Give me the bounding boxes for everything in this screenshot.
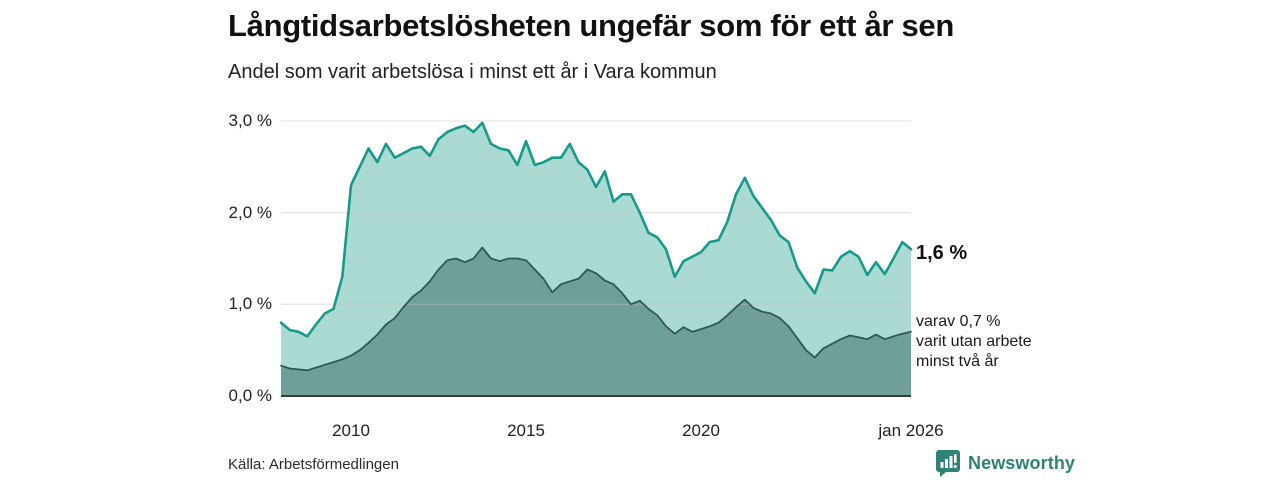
x-tick-3: jan 2026	[878, 421, 944, 440]
y-tick-3: 3,0 %	[228, 110, 272, 130]
x-tick-1: 2015	[507, 421, 545, 440]
latest-value-label: 1,6 %	[916, 242, 968, 264]
x-tick-0: 2010	[332, 421, 370, 440]
newsworthy-logo[interactable]: Newsworthy	[935, 449, 1075, 477]
newsworthy-icon	[936, 450, 960, 477]
area-chart	[279, 120, 913, 397]
total-line	[279, 121, 913, 338]
latest-detail-label: varav 0,7 % varit utan arbete minst två …	[916, 313, 1032, 370]
y-tick-1: 1,0 %	[228, 294, 272, 314]
x-tick-2: 2020	[682, 421, 720, 440]
source-caption: Källa: Arbetsförmedlingen	[228, 456, 399, 473]
chart-subtitle: Andel som varit arbetslösa i minst ett å…	[228, 61, 717, 83]
two-year-area	[281, 247, 911, 396]
two-year-line	[280, 246, 912, 372]
newsworthy-wordmark: Newsworthy	[968, 452, 1076, 473]
y-tick-0: 0,0 %	[228, 386, 272, 405]
gridlines	[281, 120, 911, 305]
page-title: Långtidsarbetslösheten ungefär som för e…	[228, 8, 955, 43]
y-tick-2: 2,0 %	[228, 202, 272, 222]
